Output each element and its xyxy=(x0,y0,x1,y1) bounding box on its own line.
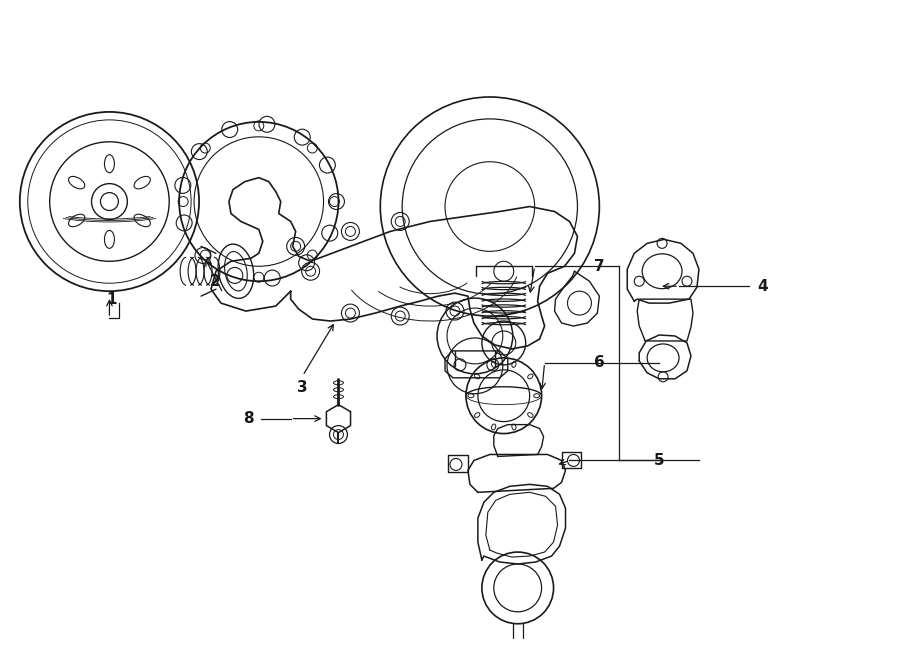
Text: 1: 1 xyxy=(106,292,117,307)
Text: 4: 4 xyxy=(758,279,768,293)
Text: 2: 2 xyxy=(210,274,220,289)
Text: 6: 6 xyxy=(594,356,605,370)
Text: 5: 5 xyxy=(653,453,664,468)
Text: 3: 3 xyxy=(297,380,308,395)
Text: 8: 8 xyxy=(244,411,254,426)
Text: 7: 7 xyxy=(594,258,605,274)
